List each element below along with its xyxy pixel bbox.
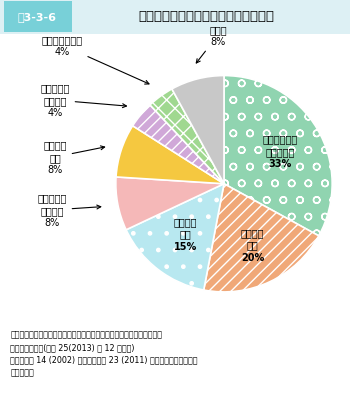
Text: 体験交流
施設
8%: 体験交流 施設 8% [43,140,105,175]
Text: 社会体育
施設
20%: 社会体育 施設 20% [241,228,264,262]
Wedge shape [116,126,224,184]
Bar [4,2,72,33]
Wedge shape [150,90,224,184]
Text: 図3-3-6: 図3-3-6 [17,11,56,21]
Text: 他の学校施設
として活用
33%: 他の学校施設 として活用 33% [262,134,298,168]
Text: 福祉施設・
・診療所
8%: 福祉施設・ ・診療所 8% [37,193,101,228]
Wedge shape [133,106,224,184]
Text: 工場・加工施設
4%: 工場・加工施設 4% [41,35,149,85]
Wedge shape [224,77,332,236]
Text: 廃校後に現存する建物の主な活用用途: 廃校後に現存する建物の主な活用用途 [139,10,274,23]
Wedge shape [204,184,319,292]
Text: 資料：文部科学省「～未来につなごう～みんなの廃校プロジェクト（パ
ンフレット）」(平成 25(2013) 年 12 月公表)
　注：平成 14 (2002) 年: 資料：文部科学省「～未来につなごう～みんなの廃校プロジェクト（パ ンフレット）」… [10,330,198,376]
Text: その他
8%: その他 8% [196,25,227,64]
Wedge shape [116,177,224,230]
Wedge shape [172,77,224,184]
Text: 文化・創業
支援施設
4%: 文化・創業 支援施設 4% [40,83,126,118]
Text: 社会教育
施設
15%: 社会教育 施設 15% [174,216,197,251]
Wedge shape [126,184,224,290]
